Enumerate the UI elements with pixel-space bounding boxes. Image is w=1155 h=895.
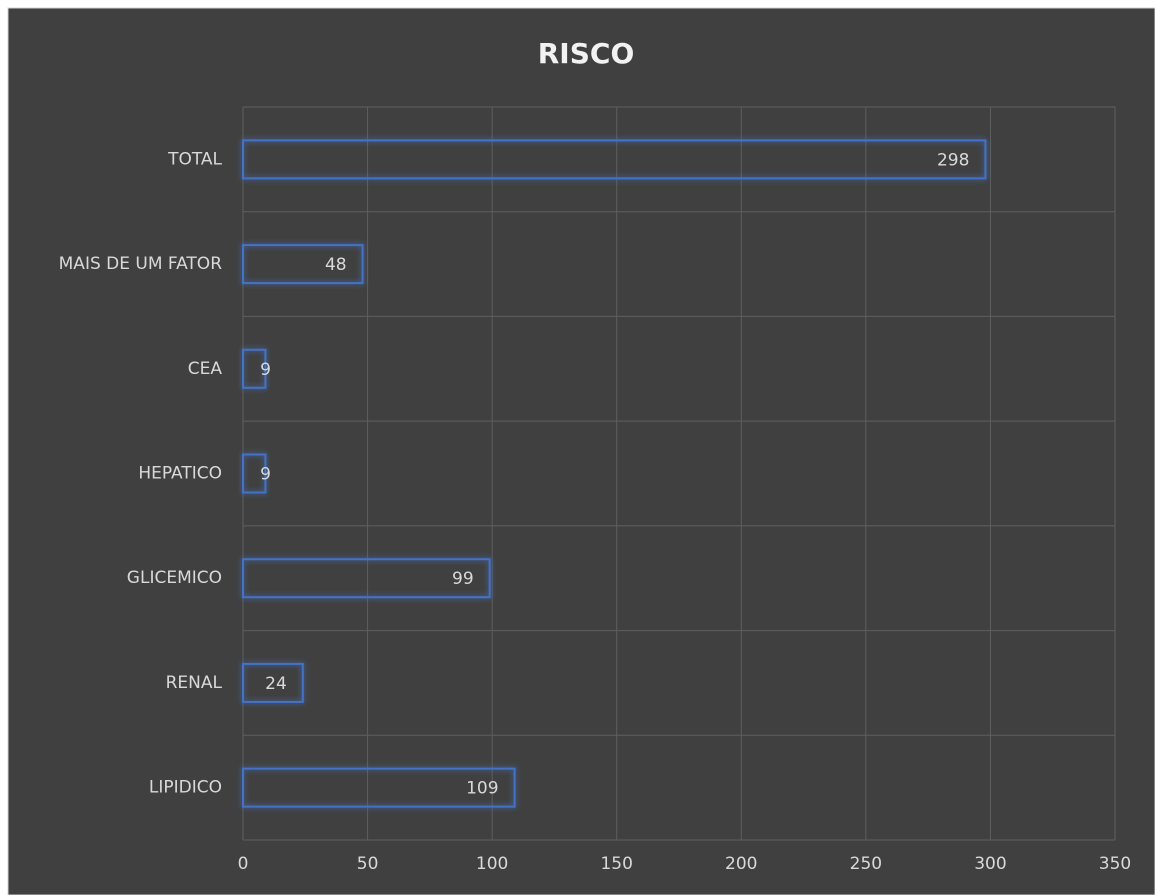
y-tick-label: RENAL [166,673,223,693]
x-tick-label: 350 [1099,854,1131,874]
y-tick-label: TOTAL [167,149,222,169]
y-tick-label: MAIS DE UM FATOR [59,254,223,274]
x-tick-label: 100 [476,854,508,874]
x-tick-label: 300 [974,854,1006,874]
value-label: 9 [260,360,271,380]
x-tick-label: 50 [357,854,379,874]
x-tick-label: 250 [850,854,882,874]
value-label: 48 [325,255,347,275]
value-label: 9 [260,465,271,485]
bar [242,662,304,703]
value-label: 99 [452,569,474,589]
bar [242,139,987,180]
y-tick-label: LIPIDICO [149,778,222,798]
x-tick-label: 150 [600,854,632,874]
bar [242,244,364,285]
x-tick-label: 200 [725,854,757,874]
value-label: 24 [265,674,287,694]
bar [242,348,267,389]
value-label: 298 [937,150,969,170]
y-tick-label: HEPATICO [138,464,222,484]
bar [242,558,491,599]
bar [242,453,267,494]
x-tick-label: 0 [238,854,249,874]
chart-title: RISCO [538,37,635,70]
y-tick-label: CEA [188,359,223,379]
value-label: 109 [466,779,498,799]
y-tick-label: GLICEMICO [127,568,222,588]
bar [242,767,516,808]
chart-background [7,7,1155,895]
